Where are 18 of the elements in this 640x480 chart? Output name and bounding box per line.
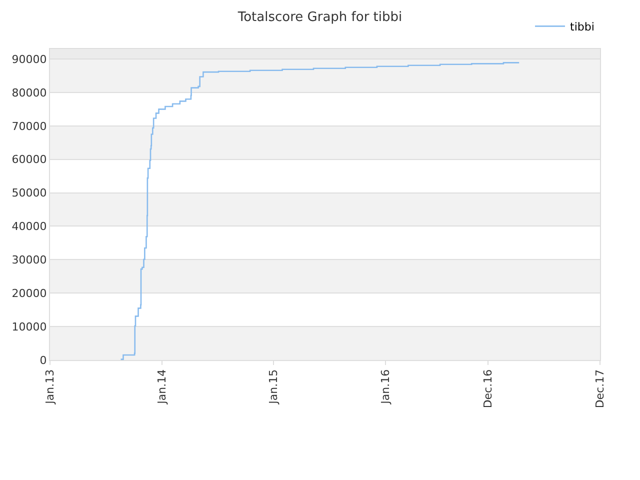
x-tick-label: Dec.17 [594,369,607,408]
x-tick-label: Dec.16 [482,369,495,408]
y-tick-label: 70000 [12,120,47,133]
legend-label: tibbi [570,20,594,34]
x-tick-label: Jan.15 [267,369,280,405]
y-tick-label: 60000 [12,153,47,166]
y-tick-label: 40000 [12,220,47,234]
x-tick-label: Jan.13 [44,369,57,405]
y-tick-label: 30000 [12,254,47,267]
x-tick-label: Jan.14 [155,369,168,405]
x-tick-label: Jan.16 [379,369,392,405]
y-tick-label: 0 [40,354,47,367]
y-tick-label: 20000 [12,286,47,300]
chart-title: Totalscore Graph for tibbi [236,10,402,26]
y-tick-label: 10000 [12,320,47,334]
y-tick-label: 50000 [12,186,47,200]
y-tick-label: 90000 [12,52,47,66]
y-tick-label: 80000 [12,86,47,100]
